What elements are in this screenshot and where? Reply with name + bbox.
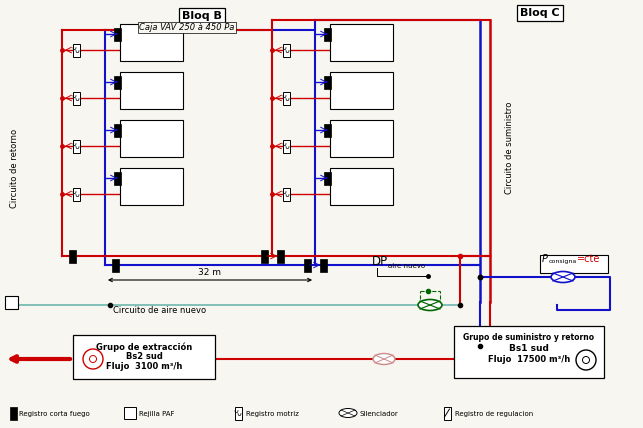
- Bar: [444, 407, 451, 419]
- Bar: [114, 75, 120, 89]
- Ellipse shape: [339, 408, 357, 417]
- Bar: [282, 44, 289, 56]
- Bar: [320, 259, 327, 271]
- Text: =cte: =cte: [577, 254, 601, 264]
- Text: Grupo de suministro y retorno: Grupo de suministro y retorno: [464, 333, 595, 342]
- Text: Circuito de suministro: Circuito de suministro: [505, 102, 514, 194]
- Circle shape: [583, 357, 590, 363]
- Bar: [120, 168, 183, 205]
- Bar: [73, 92, 80, 104]
- Bar: [323, 75, 331, 89]
- Bar: [323, 27, 331, 41]
- Text: Caja VAV 250 à 450 Pa: Caja VAV 250 à 450 Pa: [140, 23, 235, 32]
- Bar: [330, 168, 393, 205]
- Text: Circuito de aire nuevo: Circuito de aire nuevo: [113, 306, 206, 315]
- Bar: [330, 24, 393, 61]
- Ellipse shape: [418, 300, 442, 310]
- Text: Bloq C: Bloq C: [520, 8, 560, 18]
- Ellipse shape: [373, 354, 395, 365]
- Bar: [260, 250, 267, 262]
- Bar: [330, 72, 393, 109]
- Bar: [282, 140, 289, 152]
- Text: Circuito de retorno: Circuito de retorno: [10, 128, 19, 208]
- Bar: [5, 296, 18, 309]
- Bar: [120, 24, 183, 61]
- Text: Rejilla PAF: Rejilla PAF: [139, 411, 174, 417]
- Bar: [10, 407, 17, 419]
- Bar: [73, 187, 80, 200]
- Text: Flujo  3100 m³/h: Flujo 3100 m³/h: [106, 362, 182, 371]
- Text: consigna: consigna: [549, 259, 577, 265]
- Bar: [323, 124, 331, 137]
- Bar: [303, 259, 311, 271]
- Circle shape: [89, 356, 96, 363]
- Text: Registro de regulacion: Registro de regulacion: [455, 411, 533, 417]
- Bar: [282, 92, 289, 104]
- Bar: [120, 120, 183, 157]
- Bar: [114, 27, 120, 41]
- Bar: [73, 44, 80, 56]
- Text: Silenciador: Silenciador: [360, 411, 399, 417]
- Bar: [323, 172, 331, 184]
- Bar: [120, 72, 183, 109]
- Ellipse shape: [551, 271, 575, 282]
- Text: 32 m: 32 m: [199, 268, 221, 277]
- Bar: [73, 140, 80, 152]
- Bar: [111, 259, 118, 271]
- Bar: [330, 120, 393, 157]
- Circle shape: [83, 349, 103, 369]
- Bar: [73, 335, 215, 379]
- Text: Registro motriz: Registro motriz: [246, 411, 299, 417]
- Bar: [124, 407, 136, 419]
- Text: Registro corta fuego: Registro corta fuego: [19, 411, 90, 417]
- Circle shape: [576, 350, 596, 370]
- Text: Bloq B: Bloq B: [182, 11, 222, 21]
- Bar: [69, 250, 75, 262]
- Bar: [114, 124, 120, 137]
- Text: P: P: [542, 254, 548, 264]
- Text: Grupo de extracción: Grupo de extracción: [96, 342, 192, 351]
- Bar: [540, 255, 608, 273]
- Bar: [276, 250, 284, 262]
- Bar: [282, 187, 289, 200]
- Bar: [235, 407, 242, 419]
- Bar: [454, 326, 604, 378]
- Text: aire nuevo: aire nuevo: [388, 263, 425, 269]
- Bar: [114, 172, 120, 184]
- Text: Bs2 sud: Bs2 sud: [125, 352, 163, 361]
- Text: DP: DP: [372, 255, 388, 268]
- Text: Bs1 sud: Bs1 sud: [509, 344, 549, 353]
- Text: Flujo  17500 m³/h: Flujo 17500 m³/h: [488, 355, 570, 364]
